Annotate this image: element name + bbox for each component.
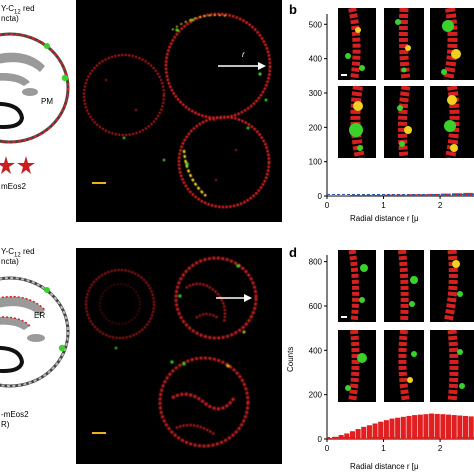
panel-b-inset-6 (430, 86, 474, 158)
panel-d-bar (378, 421, 384, 439)
panel-d-x-tick-label: 1 (381, 444, 386, 453)
panel-a-mEos2-label: mEos2 (1, 182, 26, 191)
panel-b-inset-2 (384, 8, 424, 80)
panel-d-bar (412, 415, 418, 439)
panel-d-x-tick-label: 0 (325, 444, 330, 453)
panel-d-bar (457, 415, 463, 439)
panel-c-schematic: Y-C12 red ncta) ER -mEos2 R) (0, 240, 75, 474)
panel-d-x-tick-label: 2 (438, 444, 443, 453)
panel-d-bar (446, 414, 452, 439)
panel-b-inset-1 (338, 8, 376, 80)
panel-d-inset-6 (430, 330, 474, 402)
panel-d-bar (389, 418, 395, 439)
panel-b-y-tick-label: 100 (309, 158, 323, 167)
panel-c-organelle-label: ER (34, 311, 46, 320)
panel-d-bar (332, 436, 339, 439)
panel-c-cell-diagram (0, 276, 70, 388)
panel-b-bar (440, 193, 451, 196)
panel-d-bar (338, 435, 344, 439)
panel-a-stars (0, 156, 35, 174)
panel-b-y-tick-label: 500 (309, 20, 323, 29)
panel-b-bar (418, 194, 429, 196)
panel-a-micrograph: r (76, 0, 282, 222)
panel-d-bar (434, 413, 440, 439)
panel-d-bar (349, 431, 355, 439)
panel-b-bar (395, 194, 406, 196)
panel-d-bar (327, 437, 333, 439)
panel-d-inset-3 (430, 250, 474, 322)
panel-b-x-tick-label: 1 (381, 201, 386, 210)
panel-c-probe-label-bottom-line2: R) (1, 420, 10, 429)
panel-d-bar (462, 415, 469, 439)
panel-d-y-tick-label: 0 (318, 435, 323, 444)
panel-d-letter: d (289, 245, 297, 260)
panel-b-y-tick-label: 400 (309, 55, 323, 64)
panel-d-bar (423, 414, 429, 439)
panel-d-bar (417, 414, 423, 439)
panel-a-arrow-label: r (242, 50, 245, 59)
panel-b-inset-3 (430, 8, 474, 80)
panel-b-inset-5 (384, 86, 424, 158)
panel-b-bar (338, 195, 350, 196)
panel-b-bar (406, 194, 417, 196)
panel-b-inset-4 (338, 86, 376, 158)
panel-d-bar (383, 420, 389, 439)
panel-d-y-tick-label: 600 (309, 302, 323, 311)
panel-d-bar (372, 423, 378, 439)
panel-c-micrograph (76, 248, 282, 464)
panel-b-bar (372, 194, 383, 196)
panel-b-chart: 0 100 200 300 400 500 0 1 2 (309, 14, 474, 210)
panel-b-y-tick-label: 200 (309, 123, 323, 132)
panel-b-y-tick-label: 300 (309, 89, 323, 98)
panel-d-bar (361, 426, 367, 439)
panel-d-bar (355, 429, 361, 439)
panel-b-bar (384, 194, 395, 196)
panel-d-bar (451, 415, 457, 439)
panel-d-inset-4 (338, 330, 376, 402)
panel-b-x-axis-label: Radial distance r [μ (350, 214, 419, 223)
panel-d-inset-2 (384, 250, 424, 322)
panel-d-y-tick-label: 400 (309, 346, 323, 355)
panel-d-inset-1 (338, 250, 376, 322)
panel-d-chart: 0 200 400 600 800 0 1 2 (309, 255, 474, 453)
panel-a-probe-label-top-line2: ncta) (1, 14, 19, 23)
panel-d-inset-5 (384, 330, 424, 402)
panel-d-bar (400, 416, 406, 439)
panel-a-cell-diagram (0, 32, 70, 144)
panel-d-bar (468, 416, 474, 439)
panel-d-bar (440, 414, 446, 439)
panel-a-probe-label-top: Y-C12 red (1, 4, 35, 16)
panel-b-bar (361, 194, 372, 196)
panel-b-y-tick-label: 0 (318, 192, 323, 201)
panel-d-y-tick-label: 200 (309, 391, 323, 400)
panel-d-bar (406, 415, 412, 439)
panel-a-schematic: Y-C12 red ncta) PM mEos2 (0, 0, 75, 225)
panel-b-bar (350, 194, 361, 196)
panel-d-y-tick-label: 800 (309, 258, 323, 267)
panel-c-probe-label-top: Y-C12 red (1, 247, 35, 259)
panel-d-bar (344, 433, 350, 439)
panel-d-bar (395, 417, 401, 439)
panel-c-probe-label-bottom: -mEos2 (1, 410, 29, 419)
panel-b-x-tick-label: 2 (438, 201, 443, 210)
panel-a-organelle-label: PM (41, 97, 53, 106)
panel-c-probe-label-top-line2: ncta) (1, 257, 19, 266)
panel-d-bar (429, 413, 435, 439)
panel-b-letter: b (289, 2, 297, 17)
panel-d-bar (366, 425, 372, 439)
panel-b-x-tick-label: 0 (325, 201, 330, 210)
panel-b-bar (327, 195, 338, 196)
panel-d-x-axis-label: Radial distance r [μ (350, 462, 419, 471)
